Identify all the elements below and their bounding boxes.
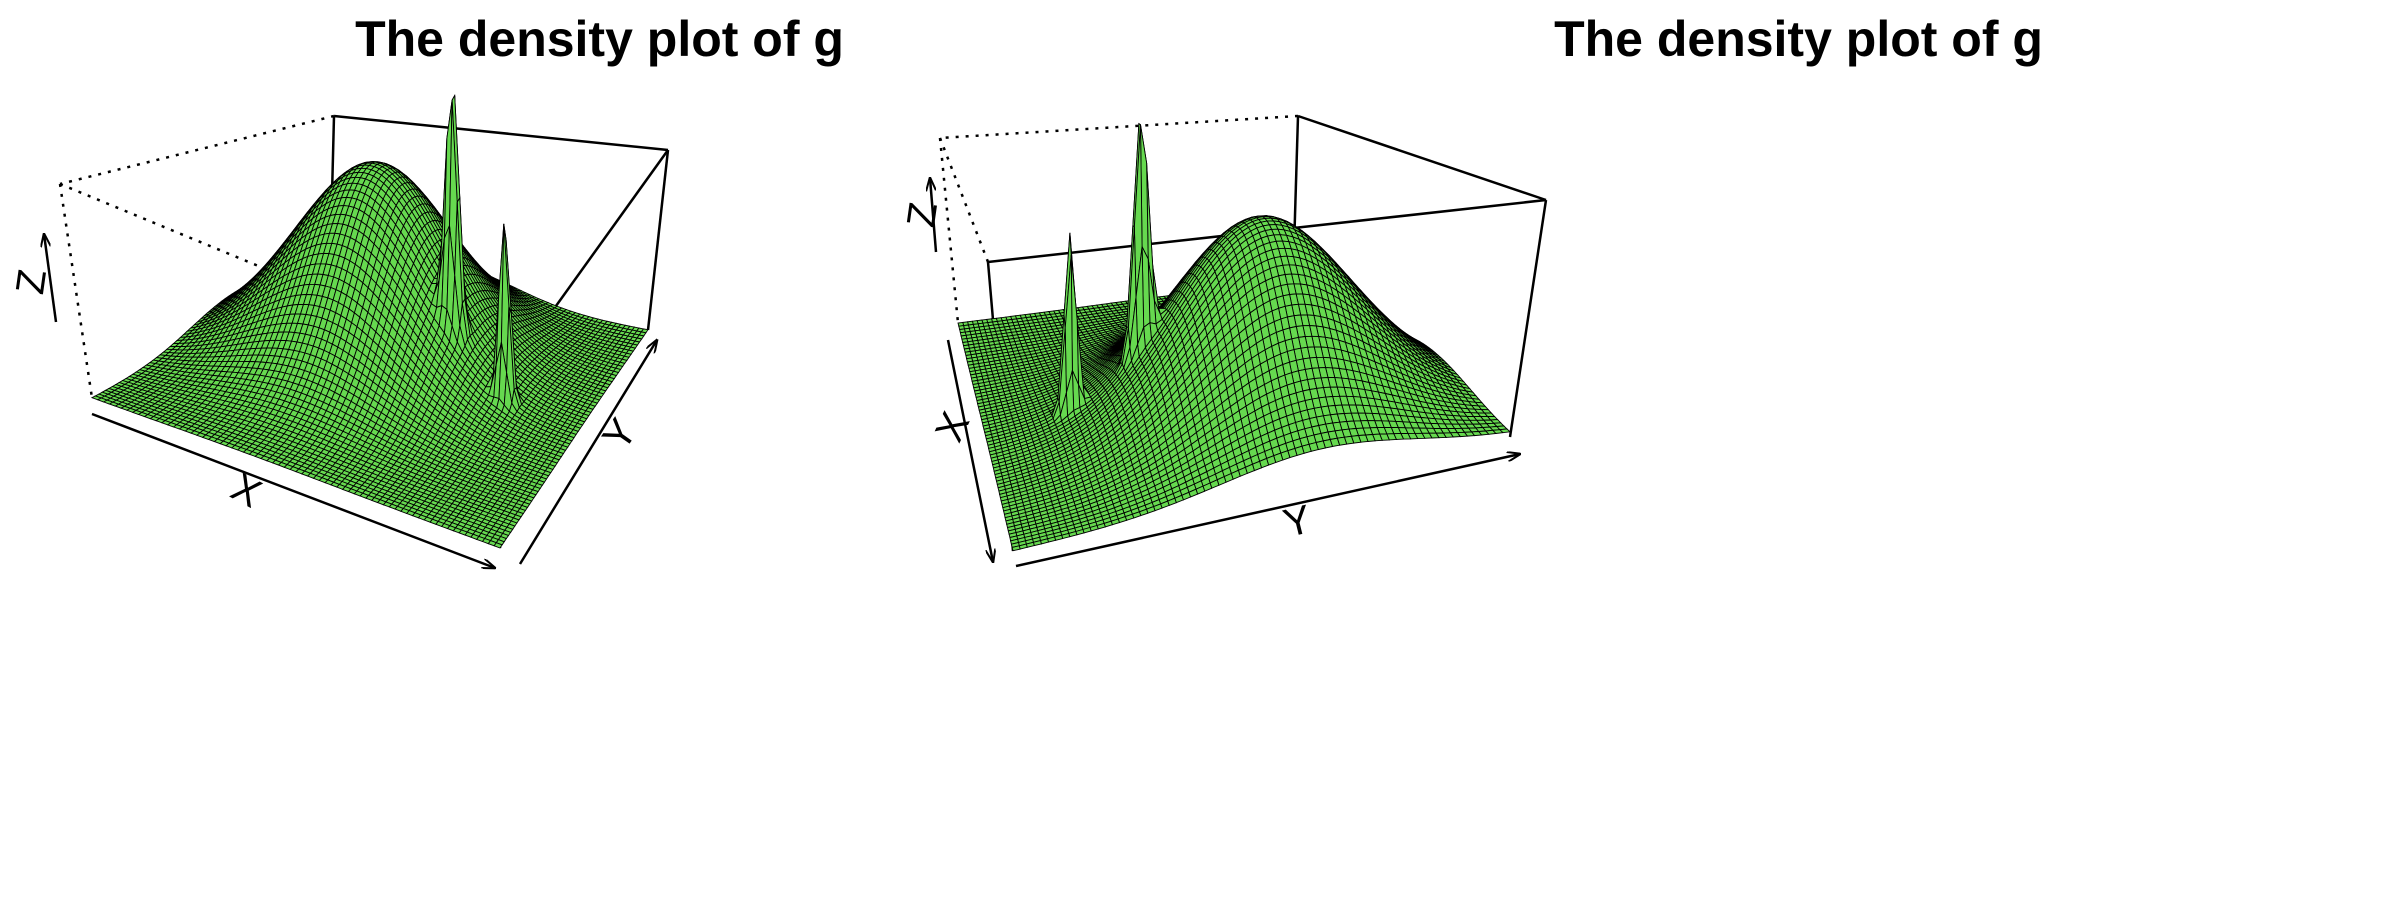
box-top-edge — [939, 114, 1299, 140]
box-vertical-edge — [58, 183, 94, 399]
box-top-edge — [59, 114, 335, 186]
surface-mesh — [90, 93, 649, 549]
chart-title-right: The density plot of g — [1554, 11, 2043, 67]
box-top-edge — [333, 114, 669, 152]
box-vertical-edge — [1508, 199, 1548, 438]
chart-title-left: The density plot of g — [355, 11, 844, 67]
box-vertical-edge — [938, 137, 960, 324]
surface-plot-left: XYZ — [8, 93, 670, 569]
box-top-edge — [1297, 114, 1547, 202]
y-axis-label: Y — [594, 411, 645, 458]
surface-mesh — [957, 122, 1512, 552]
x-axis-label: X — [224, 465, 268, 516]
surface-plot-right: XYZ — [899, 114, 1548, 568]
box-top-edge — [59, 182, 511, 372]
box-vertical-edge — [646, 149, 670, 331]
